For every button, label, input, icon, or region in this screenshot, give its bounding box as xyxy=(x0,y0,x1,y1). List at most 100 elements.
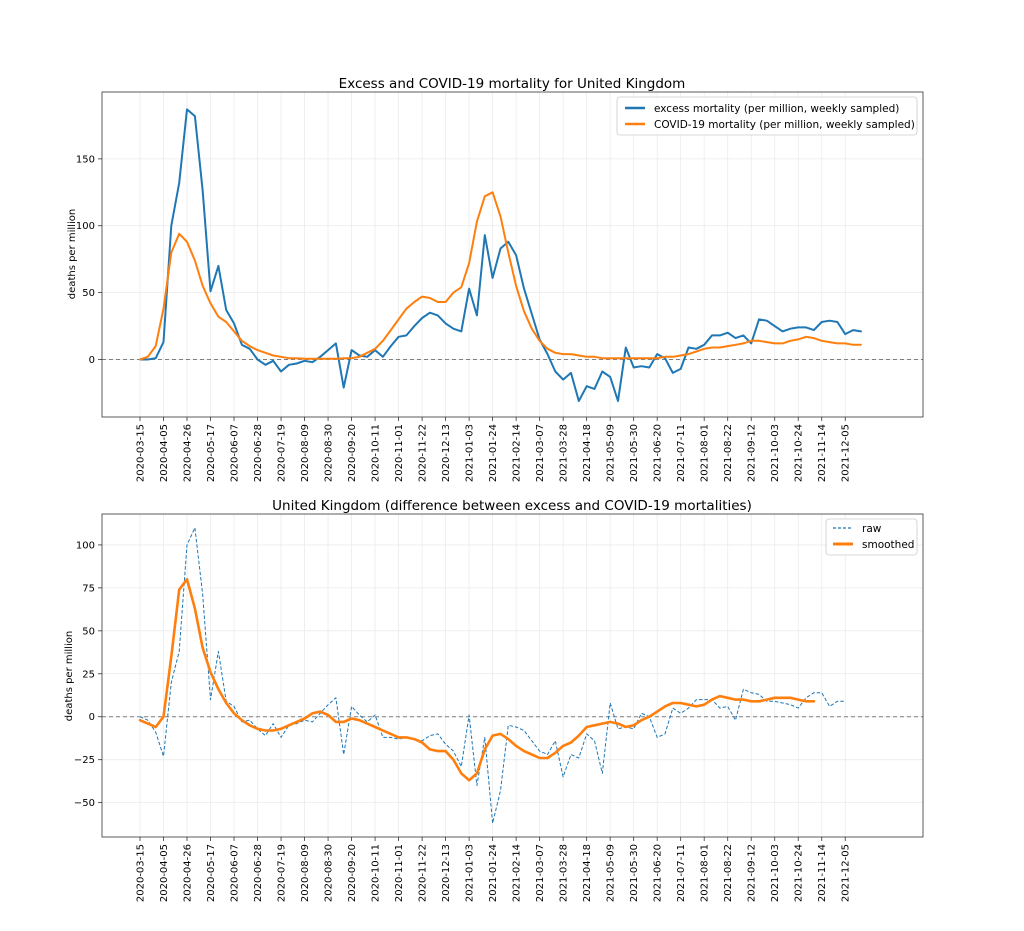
x-tick-label: 2020-12-13 xyxy=(441,844,452,902)
x-tick-label: 2021-08-01 xyxy=(700,424,711,482)
x-tick-label: 2021-05-30 xyxy=(629,424,640,482)
top-legend-box xyxy=(616,96,918,136)
x-tick-label: 2021-05-30 xyxy=(629,844,640,902)
x-tick-label: 2021-10-03 xyxy=(770,844,781,902)
x-tick-label: 2020-04-26 xyxy=(183,424,194,482)
x-tick-label: 2020-07-19 xyxy=(277,424,288,482)
top-chart-frame xyxy=(101,91,924,418)
top-chart-title: Excess and COVID-19 mortality for United… xyxy=(339,76,686,92)
x-tick-label: 2020-06-07 xyxy=(230,424,241,482)
x-tick-label: 2020-09-20 xyxy=(347,424,358,482)
x-tick-label: 2021-08-22 xyxy=(723,424,734,482)
x-tick-label: 2021-11-14 xyxy=(817,424,828,482)
top-chart: Excess and COVID-19 mortality for United… xyxy=(67,76,924,482)
x-tick-label: 2021-02-14 xyxy=(512,844,523,902)
x-tick-label: 2021-04-18 xyxy=(582,844,593,902)
x-tick-label: 2021-10-03 xyxy=(770,424,781,482)
x-tick-label: 2020-11-22 xyxy=(418,844,429,902)
x-tick-label: 2020-05-17 xyxy=(206,424,217,482)
x-tick-label: 2020-03-15 xyxy=(136,844,147,902)
bottom-chart-legend: raw smoothed xyxy=(825,518,918,556)
bottom-chart: United Kingdom (difference between exces… xyxy=(64,498,924,902)
x-tick-label: 2020-11-01 xyxy=(394,424,405,482)
x-tick-label: 2020-08-09 xyxy=(300,844,311,902)
x-tick-label: 2021-10-24 xyxy=(794,424,805,482)
top-chart-y-ticks: 0 50 100 150 xyxy=(76,154,102,366)
x-tick-label: 2021-01-24 xyxy=(488,424,499,482)
x-tick-label: 2020-08-09 xyxy=(300,424,311,482)
x-tick-label: 2020-08-30 xyxy=(324,844,335,902)
x-tick-label: 2021-02-14 xyxy=(512,424,523,482)
y-tick-label: 75 xyxy=(82,583,95,594)
y-tick-label: 0 xyxy=(89,712,95,723)
x-tick-label: 2021-05-09 xyxy=(606,424,617,482)
x-tick-label: 2021-01-03 xyxy=(465,844,476,902)
top-chart-y-label: deaths per million xyxy=(67,209,78,299)
bottom-chart-grid xyxy=(102,514,923,837)
legend-label-excess: excess mortality (per million, weekly sa… xyxy=(654,103,899,115)
x-tick-label: 2020-09-20 xyxy=(347,844,358,902)
x-tick-label: 2021-04-18 xyxy=(582,424,593,482)
x-tick-label: 2021-03-07 xyxy=(535,844,546,902)
legend-label-raw: raw xyxy=(862,523,882,535)
x-tick-label: 2021-03-28 xyxy=(559,844,570,902)
x-tick-label: 2020-12-13 xyxy=(441,424,452,482)
y-tick-label: 25 xyxy=(82,669,95,680)
x-tick-label: 2021-03-28 xyxy=(559,424,570,482)
x-tick-label: 2020-06-28 xyxy=(253,844,264,902)
x-tick-label: 2021-07-11 xyxy=(676,844,687,902)
y-tick-label: 50 xyxy=(82,626,95,637)
bottom-chart-frame xyxy=(101,513,924,838)
x-tick-label: 2021-09-12 xyxy=(747,424,758,482)
bottom-chart-series xyxy=(138,527,846,824)
x-tick-label: 2020-04-05 xyxy=(159,424,170,482)
x-tick-label: 2021-06-20 xyxy=(653,844,664,902)
x-tick-label: 2020-04-26 xyxy=(183,844,194,902)
y-tick-label: −25 xyxy=(74,755,95,766)
x-tick-label: 2021-01-03 xyxy=(465,424,476,482)
y-tick-label: 50 xyxy=(82,288,95,299)
x-tick-label: 2020-06-28 xyxy=(253,424,264,482)
y-tick-label: 100 xyxy=(76,221,95,232)
x-tick-label: 2020-11-01 xyxy=(394,844,405,902)
x-tick-label: 2020-04-05 xyxy=(159,844,170,902)
x-tick-label: 2021-11-14 xyxy=(817,844,828,902)
y-tick-label: 100 xyxy=(76,540,95,551)
x-tick-label: 2021-07-11 xyxy=(676,424,687,482)
x-tick-label: 2021-12-05 xyxy=(841,844,852,902)
x-tick-label: 2020-06-07 xyxy=(230,844,241,902)
x-tick-label: 2020-10-11 xyxy=(371,424,382,482)
x-tick-label: 2021-03-07 xyxy=(535,424,546,482)
bottom-chart-title: United Kingdom (difference between exces… xyxy=(272,498,752,514)
x-tick-label: 2020-03-15 xyxy=(136,424,147,482)
x-tick-label: 2021-09-12 xyxy=(747,844,758,902)
x-tick-label: 2021-08-01 xyxy=(700,844,711,902)
x-tick-label: 2021-08-22 xyxy=(723,844,734,902)
series-line-excess xyxy=(139,108,862,402)
series-line-covid-19 xyxy=(139,191,862,361)
top-chart-x-ticks: 2020-03-15 2020-04-05 2020-04-26 2020-05-17… xyxy=(136,417,852,482)
x-tick-label: 2020-07-19 xyxy=(277,844,288,902)
x-tick-label: 2021-10-24 xyxy=(794,844,805,902)
x-tick-label: 2021-01-24 xyxy=(488,844,499,902)
top-chart-series xyxy=(139,108,862,402)
legend-label-smoothed: smoothed xyxy=(862,539,914,551)
bottom-chart-y-ticks: −50 −25 0 25 50 75 100 xyxy=(74,540,102,809)
top-chart-grid xyxy=(102,92,923,417)
y-tick-label: 150 xyxy=(76,154,95,165)
x-tick-label: 2020-10-11 xyxy=(371,844,382,902)
bottom-chart-y-label: deaths per million xyxy=(64,631,75,721)
x-tick-label: 2020-11-22 xyxy=(418,424,429,482)
bottom-chart-x-ticks: 2020-03-15 2020-04-05 2020-04-26 2020-05-17… xyxy=(136,837,852,902)
legend-label-covid: COVID-19 mortality (per million, weekly … xyxy=(654,119,915,131)
y-tick-label: 0 xyxy=(89,355,95,366)
x-tick-label: 2020-08-30 xyxy=(324,424,335,482)
top-chart-legend: excess mortality (per million, weekly sa… xyxy=(616,96,918,136)
y-tick-label: −50 xyxy=(74,798,95,809)
series-line-smoothed xyxy=(138,578,816,782)
x-tick-label: 2021-06-20 xyxy=(653,424,664,482)
x-tick-label: 2021-05-09 xyxy=(606,844,617,902)
x-tick-label: 2021-12-05 xyxy=(841,424,852,482)
x-tick-label: 2020-05-17 xyxy=(206,844,217,902)
